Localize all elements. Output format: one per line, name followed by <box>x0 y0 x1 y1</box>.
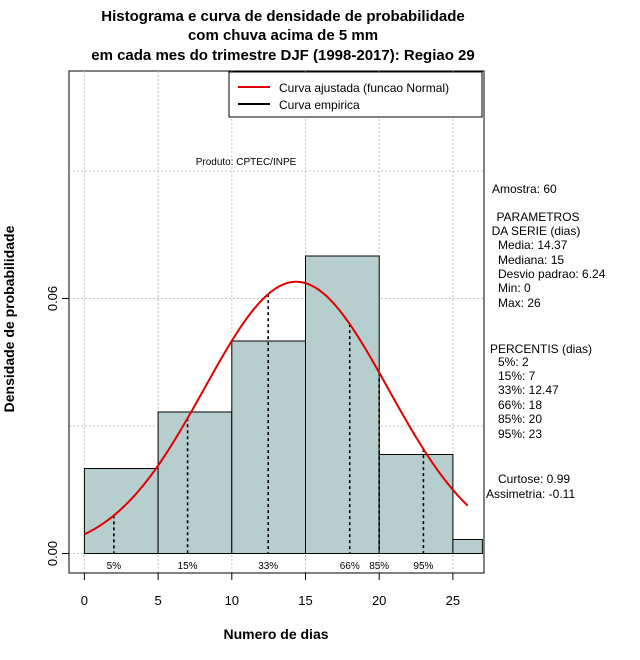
x-tick-label: 15 <box>298 593 312 608</box>
normal-fit-curve <box>83 280 469 536</box>
legend-label: Curva ajustada (funcao Normal) <box>279 81 449 95</box>
y-tick-label: 0.06 <box>45 286 60 311</box>
x-axis-title: Numero de dias <box>223 626 328 642</box>
percentile-marker-label: 33% <box>258 561 278 572</box>
legend: Curva ajustada (funcao Normal) Curva empi… <box>228 71 483 118</box>
x-tick-label: 5 <box>154 593 161 608</box>
title-line: Histograma e curva de densidade de proba… <box>101 8 464 25</box>
chart-title: Histograma e curva de densidade de proba… <box>91 8 475 64</box>
x-tick-label: 25 <box>446 593 460 608</box>
stats-line: 5%: 2 <box>498 355 529 369</box>
stats-line: PARAMETROS <box>496 210 579 224</box>
legend-box <box>228 71 483 118</box>
title-line: em cada mes do trimestre DJF (1998-2017)… <box>91 47 475 64</box>
title-line: com chuva acima de 5 mm <box>188 27 378 44</box>
x-tick-label: 10 <box>225 593 239 608</box>
stats-line: 95%: 23 <box>498 427 542 441</box>
histogram-bar <box>305 255 380 554</box>
legend-label: Curva empirica <box>279 98 360 112</box>
stats-line: DA SERIE (dias) <box>492 224 581 238</box>
stats-line: Mediana: 15 <box>498 253 564 267</box>
histogram-bar <box>157 411 233 554</box>
percentile-marker-label: 5% <box>107 561 122 572</box>
stats-line: Assimetria: -0.11 <box>486 487 575 501</box>
histogram-bar <box>378 453 454 555</box>
stats-line: 15%: 7 <box>498 369 536 383</box>
y-axis: 0.00 0.06 Densidade de probabilidade <box>1 225 70 566</box>
histogram-bar <box>452 538 483 554</box>
stats-line: Max: 26 <box>498 296 541 310</box>
stats-line: Amostra: 60 <box>492 182 557 196</box>
x-axis: 0 5 10 15 20 25 Numero de dias <box>81 572 460 642</box>
y-tick-label: 0.00 <box>45 541 60 566</box>
percentile-marker-label: 66% <box>340 561 360 572</box>
percentile-marker-label: 85% <box>369 561 389 572</box>
x-tick-label: 20 <box>372 593 386 608</box>
stats-line: 33%: 12.47 <box>498 383 559 397</box>
stats-line: Desvio padrao: 6.24 <box>498 267 606 281</box>
percentile-marker-label: 95% <box>413 561 433 572</box>
x-tick-label: 0 <box>81 593 88 608</box>
y-axis-title: Densidade de probabilidade <box>1 225 17 412</box>
product-label: Produto: CPTEC/INPE <box>196 157 297 168</box>
stats-line: Curtose: 0.99 <box>498 472 570 486</box>
stats-line: PERCENTIS (dias) <box>490 342 592 356</box>
stats-line: 85%: 20 <box>498 412 542 426</box>
stats-line: 66%: 18 <box>498 398 542 412</box>
percentile-marker-label: 15% <box>178 561 198 572</box>
stats-line: Min: 0 <box>498 281 531 295</box>
stats-line: Media: 14.37 <box>498 238 568 252</box>
plot-area: 5% 15% 33% 66% 85% 95% Produto: CPTEC/INPE <box>68 70 485 574</box>
